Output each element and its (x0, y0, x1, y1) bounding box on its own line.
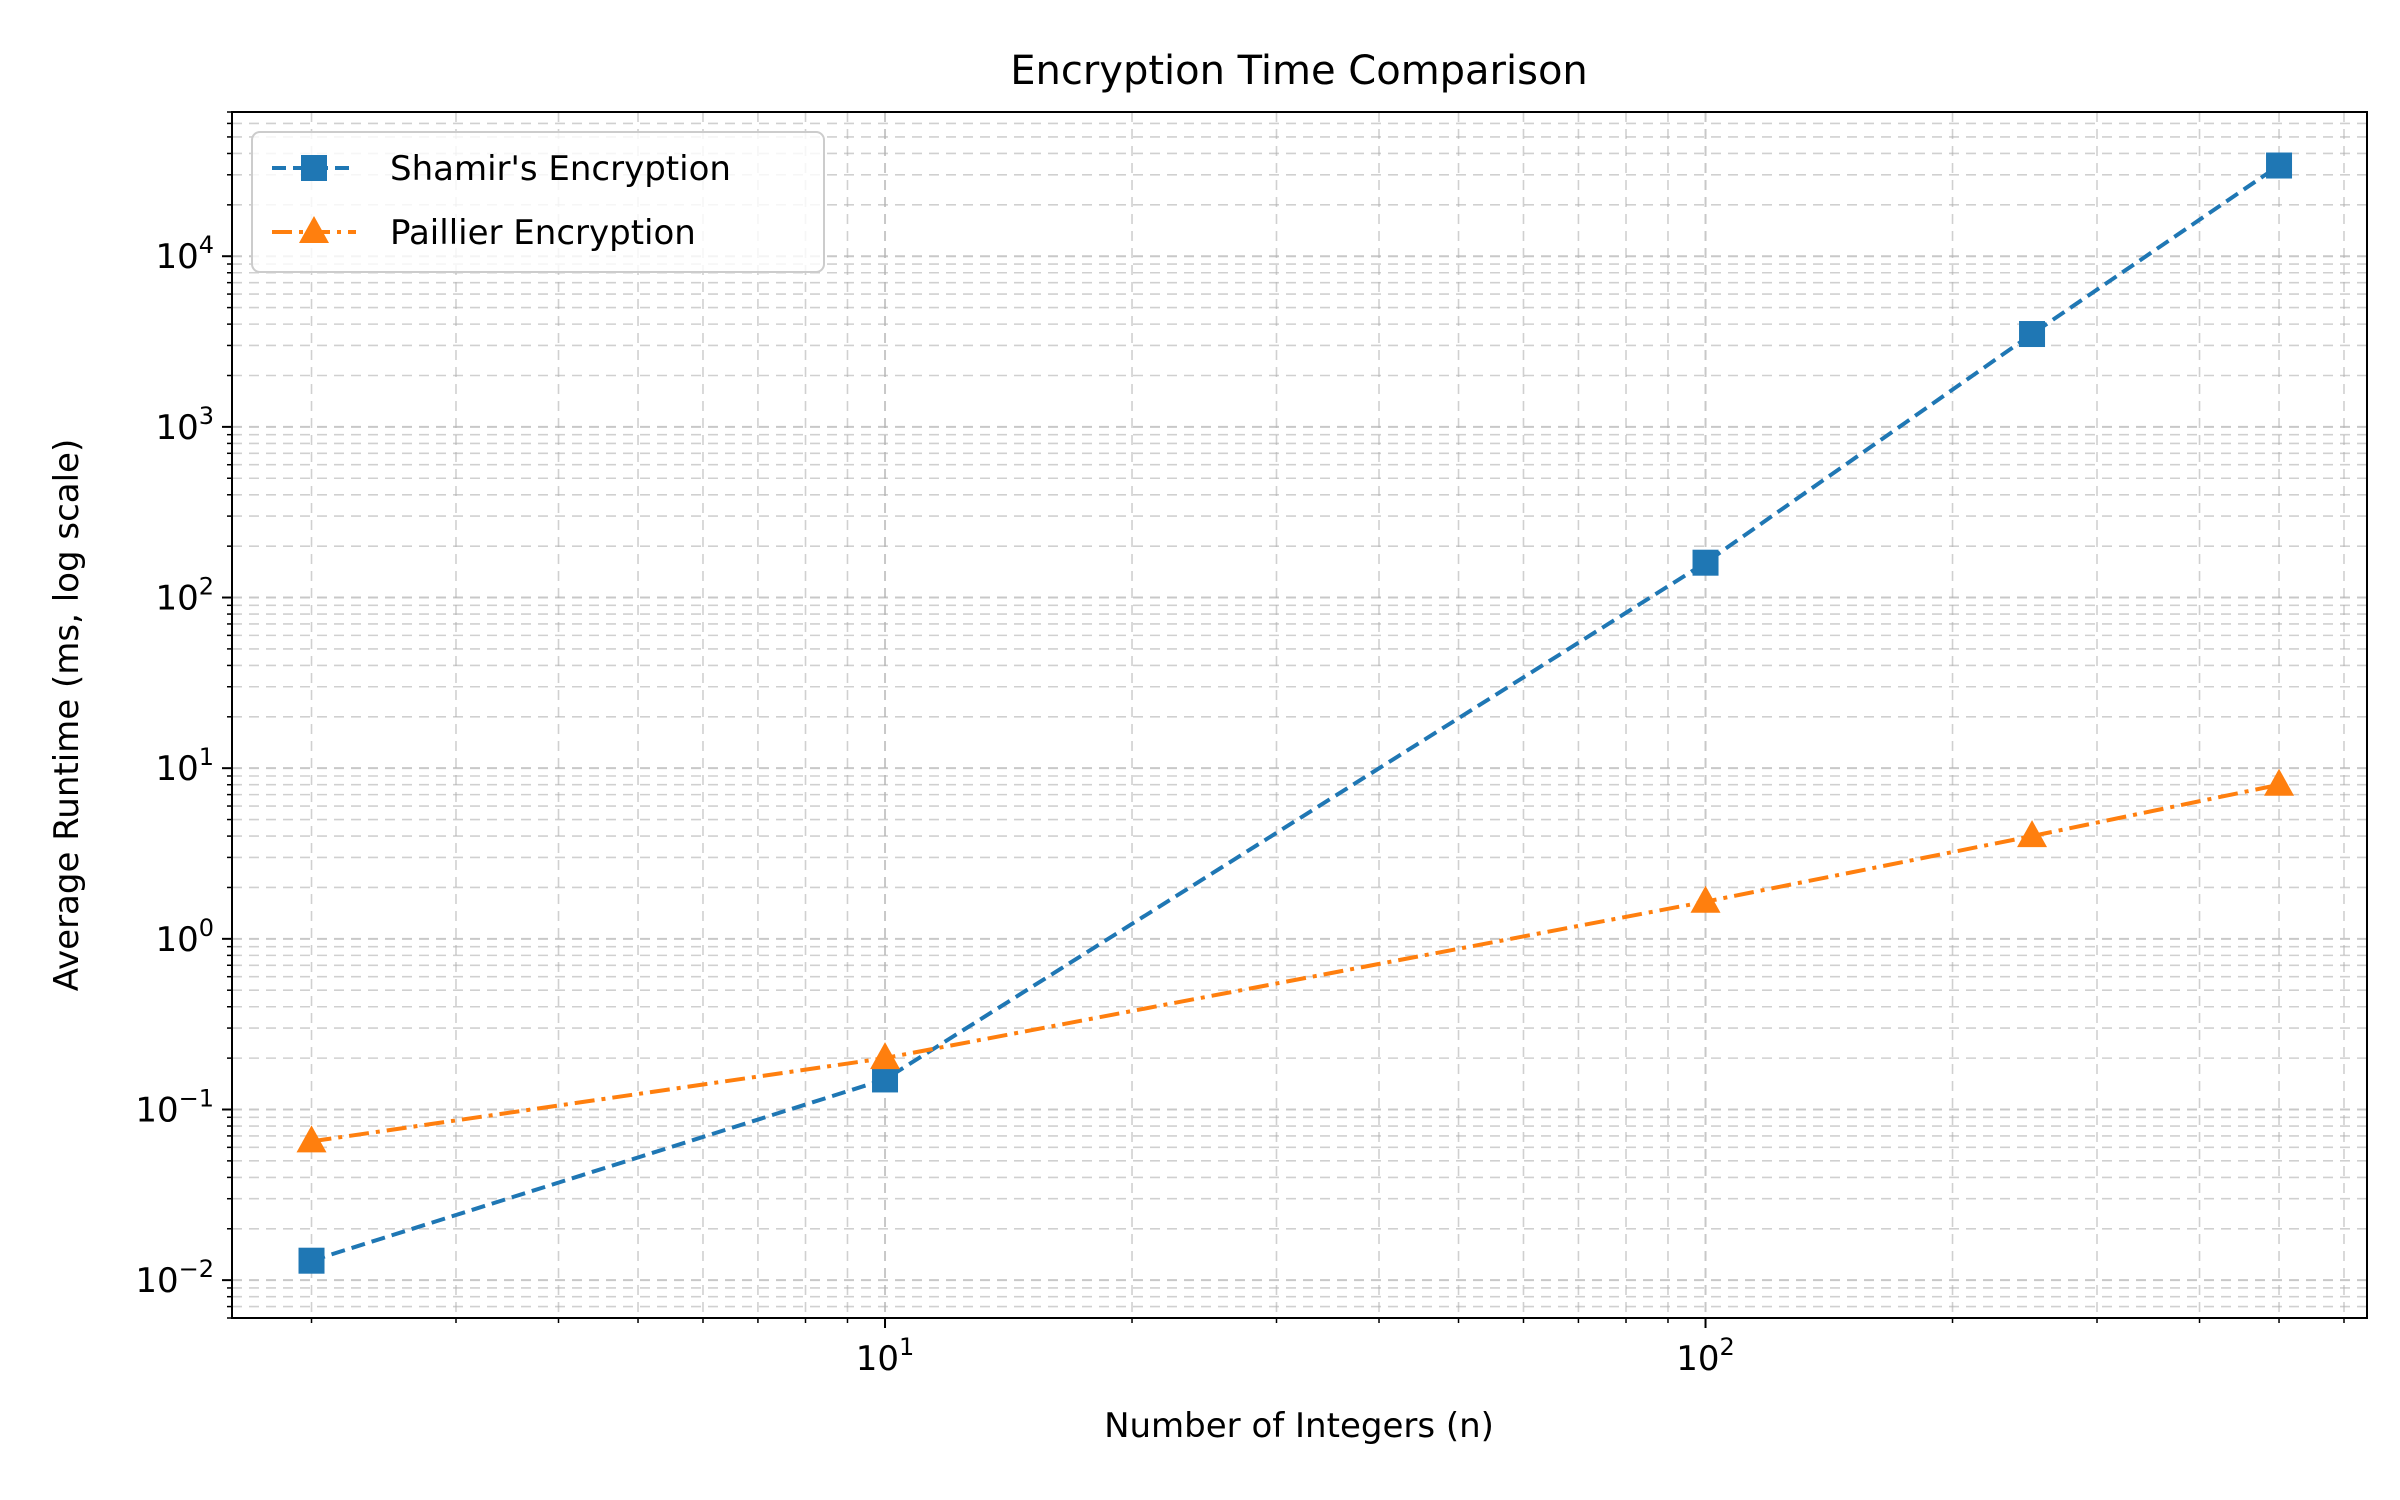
data-point-triangle (870, 1042, 901, 1070)
legend-marker-square (301, 155, 327, 181)
y-axis-label: Average Runtime (ms, log scale) (47, 439, 87, 991)
data-point-square (298, 1247, 325, 1274)
grid-layer (232, 111, 2367, 1319)
y-tick-label: 100 (155, 914, 214, 960)
y-tick-label: 103 (155, 402, 214, 448)
axes-frame (231, 111, 2368, 1319)
data-point-triangle (2264, 768, 2295, 796)
series-line-0 (310, 163, 2281, 1263)
data-point-triangle (2017, 820, 2048, 848)
data-point-triangle (296, 1125, 327, 1153)
x-axis-label: Number of Integers (n) (1104, 1406, 1494, 1446)
y-tick-label: 101 (155, 743, 214, 789)
x-tick-label: 102 (1676, 1333, 1735, 1379)
y-tick-label: 10−2 (135, 1255, 214, 1301)
chart-title: Encryption Time Comparison (1010, 48, 1588, 94)
legend-label-paillier: Paillier Encryption (390, 213, 696, 253)
y-tick-label: 104 (155, 231, 214, 277)
x-tick-label: 101 (856, 1333, 915, 1379)
legend-marker-triangle (299, 216, 329, 243)
legend-entry-shamir: Shamir's Encryption (272, 149, 731, 189)
legend-entry-paillier: Paillier Encryption (272, 213, 696, 253)
series-layer (296, 152, 2295, 1274)
y-tick-label: 102 (155, 573, 214, 619)
ticks-layer: 101 102 10−2 10−1 100 101 102 103 104 (135, 111, 2345, 1379)
legend-label-shamir: Shamir's Encryption (390, 149, 731, 189)
data-point-square (2266, 152, 2293, 179)
data-point-triangle (1690, 885, 1721, 913)
y-tick-label: 10−1 (135, 1084, 214, 1130)
data-point-square (1692, 549, 1719, 576)
data-point-square (872, 1066, 899, 1093)
data-point-square (2019, 321, 2046, 348)
legend: Shamir's Encryption Paillier Encryption (251, 131, 825, 273)
legend-box (251, 131, 825, 273)
